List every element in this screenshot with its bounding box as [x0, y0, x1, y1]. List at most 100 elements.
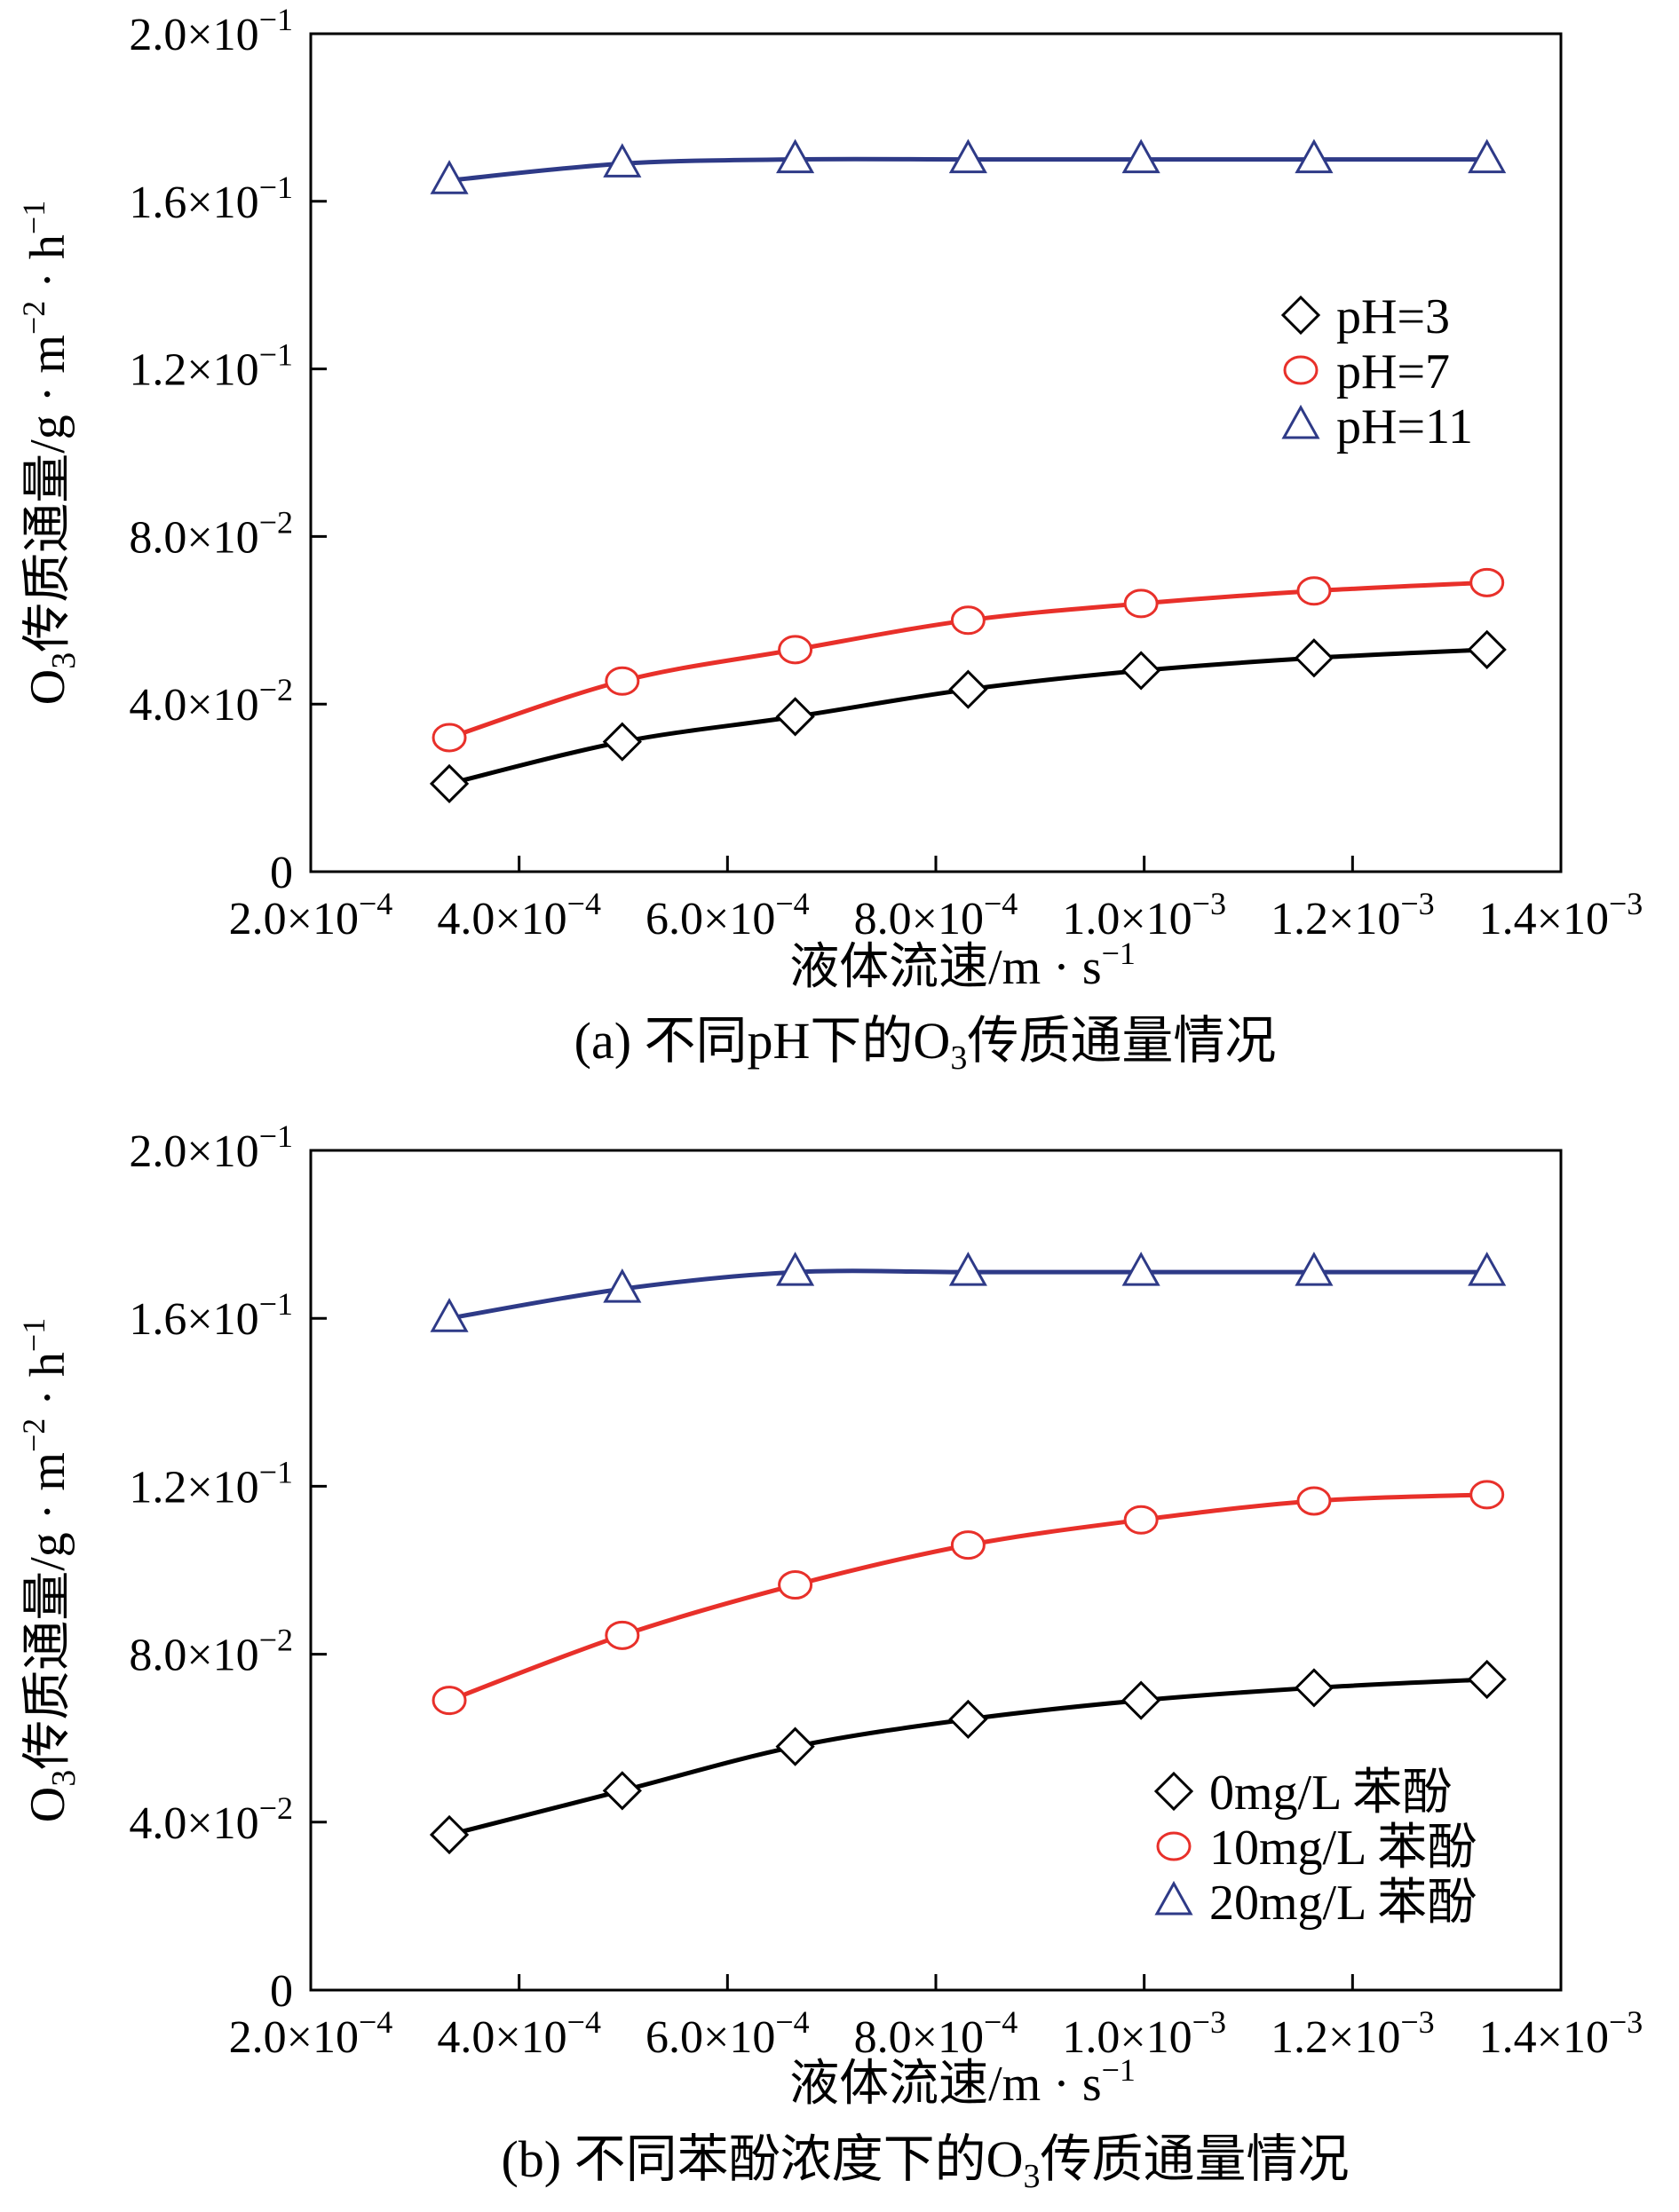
data-point — [429, 1814, 470, 1855]
data-point — [1468, 138, 1507, 174]
data-point — [948, 1252, 987, 1286]
data-point — [778, 1570, 813, 1600]
legend-marker — [1283, 355, 1319, 385]
data-point — [778, 635, 813, 665]
data-point — [603, 1268, 642, 1303]
data-point — [1294, 1668, 1334, 1708]
legend-label: 20mg/L 苯酚 — [1209, 1876, 1477, 1931]
data-point — [776, 138, 815, 174]
x-tick-label: 1.0×10−3 — [1062, 2004, 1226, 2063]
series-circle — [432, 1480, 1505, 1716]
data-point — [1469, 567, 1505, 597]
data-point — [1469, 1480, 1505, 1510]
data-point — [775, 1726, 815, 1766]
y-tick-label: 1.6×10−1 — [129, 1286, 293, 1345]
x-axis-title: 液体流速/m · s−1 — [789, 936, 1136, 995]
data-point — [430, 160, 469, 194]
y-tick-label: 1.2×10−1 — [129, 1454, 293, 1513]
legend-label: 10mg/L 苯酚 — [1209, 1821, 1477, 1876]
legend-marker — [1154, 1880, 1193, 1916]
data-point — [602, 1771, 642, 1811]
x-tick-label: 2.0×10−4 — [229, 886, 393, 944]
data-point — [1121, 1252, 1160, 1286]
data-point — [950, 605, 986, 636]
x-tick-label: 8.0×10−4 — [854, 2004, 1018, 2063]
data-point — [1295, 138, 1334, 174]
series-line — [448, 1492, 1487, 1702]
legend-marker — [1280, 295, 1321, 336]
series-line — [448, 647, 1487, 786]
data-point — [602, 722, 642, 762]
legend-label: pH=11 — [1336, 399, 1473, 454]
chart-panel-b: 2.0×10−4 4.0×10−4 6.0×10−4 8.0×10−4 1.0×10−3… — [16, 1118, 1643, 2195]
legend-marker — [1156, 1831, 1192, 1861]
data-point — [948, 1699, 988, 1740]
data-point — [432, 1686, 467, 1716]
y-tick-label: 0 — [270, 848, 293, 898]
data-point — [605, 666, 640, 696]
y-tick-label: 1.2×10−1 — [129, 337, 293, 396]
x-tick-label: 8.0×10−4 — [854, 886, 1018, 944]
data-point — [430, 1298, 469, 1332]
y-tick-label: 4.0×10−2 — [129, 672, 293, 731]
series-circle — [432, 567, 1505, 753]
data-point — [776, 1252, 815, 1286]
y-axis-title: O3传质通量/g · m−2 · h−1 — [16, 1318, 83, 1823]
y-tick-label: 8.0×10−2 — [129, 504, 293, 563]
y-tick-label: 1.6×10−1 — [129, 170, 293, 228]
data-point — [775, 697, 815, 737]
y-axis-title: O3传质通量/g · m−2 · h−1 — [16, 201, 83, 706]
x-tick-label: 1.0×10−3 — [1062, 886, 1226, 944]
x-axis-title: 液体流速/m · s−1 — [789, 2052, 1136, 2112]
data-point — [1296, 576, 1332, 606]
y-tick-label: 0 — [270, 1966, 293, 2017]
series-triangle — [430, 1252, 1507, 1332]
data-point — [1123, 1505, 1159, 1535]
data-point — [605, 1620, 640, 1650]
y-tick-label: 2.0×10−1 — [129, 2, 293, 60]
series-triangle — [430, 138, 1507, 194]
data-point — [429, 763, 470, 804]
series-diamond — [429, 629, 1507, 804]
x-tick-label: 1.4×10−3 — [1479, 886, 1643, 944]
data-point — [432, 723, 467, 753]
x-tick-label: 1.2×10−3 — [1271, 886, 1435, 944]
legend-label: pH=3 — [1336, 289, 1450, 344]
data-point — [1294, 638, 1334, 678]
data-point — [1295, 1252, 1334, 1286]
data-point — [1296, 1486, 1332, 1516]
data-point — [1121, 138, 1160, 174]
x-tick-label: 6.0×10−4 — [645, 2004, 810, 2063]
panel-caption: (b) 不同苯酚浓度下的O3传质通量情况 — [501, 2130, 1349, 2195]
data-point — [1468, 1252, 1507, 1286]
y-tick-label: 4.0×10−2 — [129, 1790, 293, 1849]
data-point — [1123, 589, 1159, 619]
x-tick-label: 4.0×10−4 — [437, 886, 601, 944]
data-point — [950, 1530, 986, 1560]
y-tick-label: 2.0×10−1 — [129, 1118, 293, 1177]
data-point — [948, 138, 987, 174]
legend-label: pH=7 — [1336, 344, 1450, 399]
data-point — [603, 143, 642, 178]
x-tick-label: 1.2×10−3 — [1271, 2004, 1435, 2063]
data-point — [1121, 651, 1161, 691]
data-point — [1467, 629, 1507, 669]
legend-marker — [1281, 404, 1320, 439]
data-point — [1121, 1680, 1161, 1720]
legend-label: 0mg/L 苯酚 — [1209, 1766, 1452, 1821]
data-point — [948, 669, 988, 709]
x-tick-label: 4.0×10−4 — [437, 2004, 601, 2063]
x-tick-label: 1.4×10−3 — [1479, 2004, 1643, 2063]
x-tick-label: 2.0×10−4 — [229, 2004, 393, 2063]
data-point — [1467, 1659, 1507, 1700]
chart-panel-a: 2.0×10−4 4.0×10−4 6.0×10−4 8.0×10−4 1.0×10−3… — [16, 2, 1643, 1077]
series-diamond — [429, 1659, 1507, 1855]
panel-caption: (a) 不同pH下的O3传质通量情况 — [574, 1012, 1277, 1077]
x-tick-label: 6.0×10−4 — [645, 886, 810, 944]
legend-marker — [1153, 1771, 1194, 1812]
y-tick-label: 8.0×10−2 — [129, 1623, 293, 1681]
legend: pH=3pH=7pH=11 — [1280, 289, 1473, 454]
